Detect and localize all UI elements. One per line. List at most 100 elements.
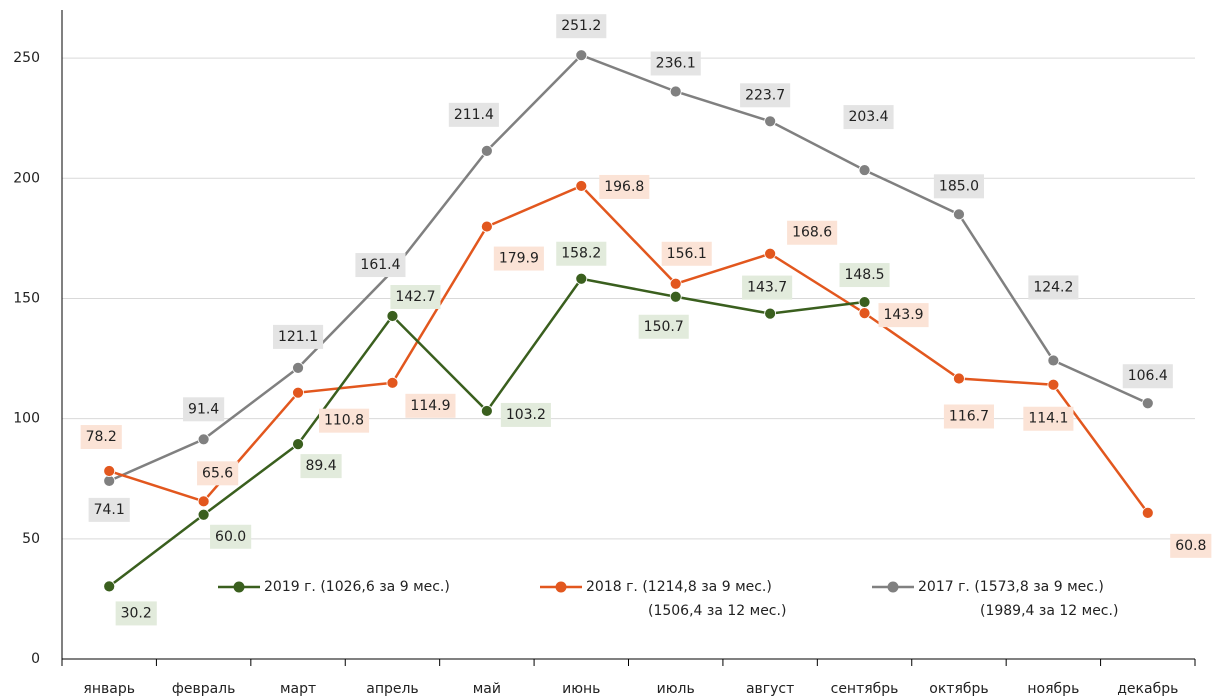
- label-box: [742, 275, 793, 300]
- value-label-text: 179.9: [499, 251, 539, 267]
- x-tick-label: ноябрь: [1027, 681, 1079, 697]
- legend-label: 2019 г. (1026,6 за 9 мес.): [264, 579, 450, 595]
- value-label-text: 106.4: [1128, 368, 1168, 384]
- value-label: 124.2: [1028, 275, 1079, 300]
- label-box: [556, 14, 607, 39]
- y-tick-label: 250: [13, 50, 40, 66]
- label-box: [405, 393, 456, 418]
- point: [1047, 378, 1060, 391]
- series-line: [108, 53, 1149, 483]
- point: [197, 433, 210, 446]
- value-label-text: 103.2: [506, 407, 546, 423]
- value-label-text: 158.2: [561, 246, 601, 262]
- value-label-text: 89.4: [305, 458, 336, 474]
- x-tick-label: сентябрь: [831, 681, 899, 697]
- value-label-text: 143.7: [747, 280, 787, 296]
- point: [292, 386, 304, 399]
- point: [480, 220, 493, 233]
- value-label-text: 65.6: [202, 465, 233, 481]
- value-label: 211.4: [448, 102, 499, 127]
- value-label: 65.6: [197, 461, 239, 486]
- y-tick-label: 50: [22, 531, 40, 547]
- value-label: 91.4: [183, 397, 225, 422]
- point: [764, 115, 777, 128]
- value-label-text: 121.1: [278, 329, 318, 345]
- label-box: [839, 263, 890, 288]
- label-box: [787, 220, 838, 245]
- value-label: 161.4: [355, 253, 406, 278]
- value-label: 203.4: [843, 105, 894, 130]
- point: [292, 362, 304, 374]
- value-label-text: 124.2: [1033, 279, 1073, 295]
- value-label: 158.2: [556, 241, 607, 266]
- point: [1047, 354, 1060, 367]
- value-label-text: 185.0: [939, 178, 979, 194]
- series-line: [108, 184, 1149, 514]
- value-label-text: 156.1: [667, 246, 707, 262]
- point: [103, 474, 116, 487]
- value-label: 143.9: [878, 303, 929, 328]
- point: [858, 296, 871, 308]
- label-box: [650, 51, 701, 76]
- point: [764, 307, 777, 320]
- value-label: 114.1: [1023, 406, 1074, 431]
- point: [197, 495, 210, 508]
- x-tick-label: июнь: [562, 681, 600, 697]
- value-label-text: 168.6: [792, 225, 832, 241]
- label-box: [80, 425, 122, 450]
- point: [953, 208, 965, 221]
- point: [386, 376, 399, 389]
- y-tick-label: 200: [13, 170, 40, 186]
- value-label: 150.7: [638, 314, 689, 339]
- point: [575, 272, 588, 285]
- legend-label: 2018 г. (1214,8 за 9 мес.): [586, 579, 772, 595]
- x-tick-label: декабрь: [1117, 681, 1178, 697]
- label-box: [878, 303, 929, 328]
- legend-label: 2017 г. (1573,8 за 9 мес.): [918, 579, 1104, 595]
- value-label-text: 251.2: [561, 18, 601, 34]
- value-label: 223.7: [740, 83, 791, 108]
- value-label-text: 74.1: [94, 502, 125, 518]
- y-tick-label: 0: [31, 651, 40, 667]
- value-label: 251.2: [556, 14, 607, 39]
- x-tick-label: март: [280, 681, 316, 697]
- value-label-text: 114.1: [1028, 411, 1068, 427]
- label-box: [448, 102, 499, 127]
- point: [103, 580, 116, 593]
- value-label: 60.8: [1170, 533, 1212, 558]
- label-box: [933, 174, 985, 199]
- label-box: [1023, 406, 1074, 431]
- point: [292, 438, 304, 451]
- value-label: 116.7: [943, 404, 995, 429]
- value-label-text: 236.1: [656, 55, 696, 71]
- value-label: 179.9: [493, 246, 544, 271]
- legend-marker: [887, 581, 899, 593]
- x-tick-label: август: [746, 681, 794, 697]
- value-label-text: 60.0: [215, 529, 246, 545]
- label-box: [638, 314, 689, 339]
- value-label-text: 211.4: [454, 107, 494, 123]
- value-label-text: 150.7: [644, 319, 684, 335]
- value-label: 89.4: [300, 454, 342, 479]
- value-label-text: 148.5: [844, 267, 884, 283]
- value-label: 143.7: [742, 275, 793, 300]
- label-box: [740, 83, 791, 108]
- point: [480, 144, 493, 157]
- legend-marker: [233, 581, 245, 593]
- value-label: 114.9: [405, 393, 456, 418]
- point: [669, 277, 682, 290]
- value-label: 30.2: [115, 601, 157, 626]
- label-box: [1122, 364, 1173, 389]
- value-label: 103.2: [500, 402, 551, 427]
- label-box: [943, 404, 995, 429]
- label-box: [318, 408, 370, 433]
- value-label: 236.1: [650, 51, 701, 76]
- point: [669, 290, 682, 303]
- value-label: 78.2: [80, 425, 122, 450]
- value-label-text: 78.2: [86, 429, 117, 445]
- label-box: [390, 284, 441, 309]
- value-label-text: 161.4: [360, 257, 400, 273]
- x-tick-label: октябрь: [929, 681, 988, 697]
- value-label: 74.1: [88, 497, 130, 522]
